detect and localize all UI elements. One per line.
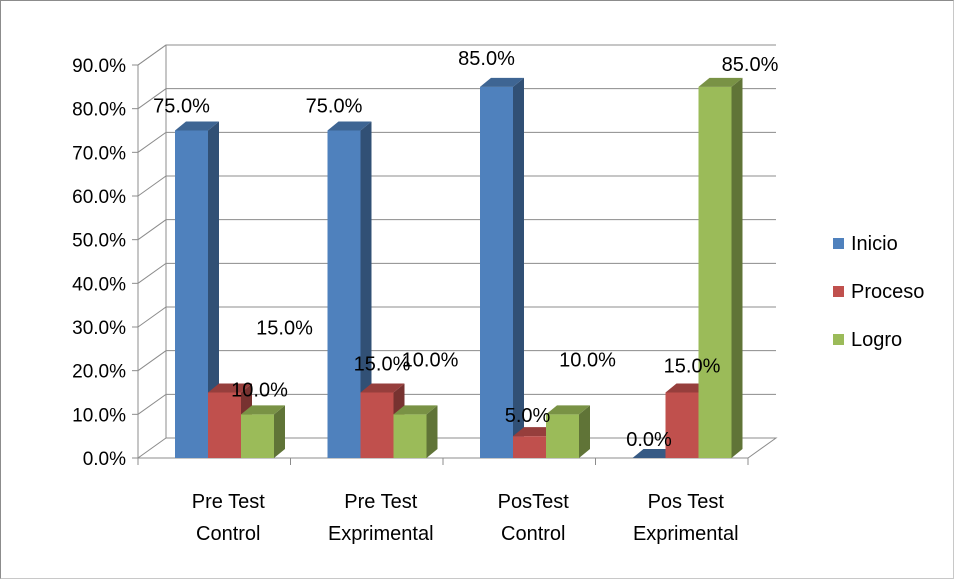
bar-top bbox=[546, 405, 590, 415]
bar-top bbox=[480, 77, 524, 87]
bar-front bbox=[241, 414, 274, 458]
y-tick-label: 80.0% bbox=[72, 100, 126, 121]
bar-side bbox=[731, 77, 743, 458]
y-tick-label: 30.0% bbox=[72, 318, 126, 339]
legend-label-inicio: Inicio bbox=[851, 233, 898, 255]
gridline bbox=[137, 306, 776, 328]
gridline bbox=[137, 44, 776, 66]
legend-swatch-proceso bbox=[833, 286, 844, 297]
legend-label-proceso: Proceso bbox=[851, 281, 924, 303]
gridline bbox=[137, 262, 776, 284]
y-tick-label: 20.0% bbox=[72, 362, 126, 383]
data-label: 10.0% bbox=[231, 379, 288, 401]
data-label: 15.0% bbox=[256, 318, 313, 340]
bar-top bbox=[393, 405, 438, 415]
bar-top bbox=[327, 121, 372, 131]
bar-side bbox=[208, 121, 219, 458]
y-tick-label: 60.0% bbox=[72, 187, 126, 208]
bar-front bbox=[327, 130, 361, 458]
bar-front bbox=[513, 436, 546, 458]
y-axis-tick-labels: 0.0% 10.0% 20.0% 30.0% 40.0% 50.0% 60.0% 70.0% 8… bbox=[72, 56, 126, 470]
bar-top bbox=[360, 383, 405, 393]
bar-side bbox=[360, 121, 372, 458]
bar-front bbox=[665, 392, 699, 458]
bar-inicio bbox=[327, 121, 372, 458]
bar-top bbox=[698, 77, 743, 87]
y-tick-label: 10.0% bbox=[72, 405, 126, 426]
data-labels: 75.0%15.0%10.0%75.0%15.0%10.0%85.0%5.0%1… bbox=[153, 48, 778, 451]
bar-front bbox=[698, 86, 732, 458]
bar-inicio bbox=[175, 121, 219, 458]
data-label: 5.0% bbox=[505, 405, 551, 427]
bar-front bbox=[480, 86, 513, 458]
gridline bbox=[137, 350, 776, 372]
bar-logro bbox=[393, 405, 438, 458]
gridline bbox=[137, 219, 776, 241]
bar-front bbox=[393, 414, 427, 458]
data-label: 75.0% bbox=[153, 96, 210, 118]
bar-logro bbox=[546, 405, 590, 458]
gridline bbox=[137, 131, 776, 153]
y-tick-label: 90.0% bbox=[72, 56, 126, 77]
bar-front bbox=[360, 392, 394, 458]
bar-top bbox=[175, 121, 219, 131]
x-axis-category-labels: Pre Test Control Pre Test Exprimental PosTes… bbox=[192, 491, 739, 545]
data-label: 75.0% bbox=[306, 96, 363, 118]
category-label: Pre Test Control bbox=[192, 491, 265, 545]
bar-side bbox=[579, 405, 590, 458]
bar-logro bbox=[698, 77, 743, 458]
legend-swatch-logro bbox=[833, 334, 844, 345]
data-label: 15.0% bbox=[664, 356, 721, 378]
data-label: 10.0% bbox=[402, 349, 459, 371]
bar-proceso bbox=[208, 383, 252, 458]
legend-swatch-inicio bbox=[833, 238, 844, 249]
category-label: Pre Test Exprimental bbox=[328, 491, 434, 545]
legend: Inicio Proceso Logro bbox=[833, 233, 924, 351]
bar-top bbox=[208, 383, 252, 393]
bars bbox=[175, 77, 743, 458]
data-label: 15.0% bbox=[354, 354, 411, 376]
gridline bbox=[137, 175, 776, 197]
category-label: Pos Test Exprimental bbox=[633, 491, 739, 545]
data-label: 85.0% bbox=[458, 48, 515, 70]
bar-top bbox=[241, 405, 285, 415]
category-label: PosTest Control bbox=[498, 491, 570, 545]
y-tick-label: 0.0% bbox=[83, 449, 126, 470]
bar-logro bbox=[241, 405, 285, 458]
y-tick-label: 70.0% bbox=[72, 143, 126, 164]
bar-side bbox=[513, 77, 524, 458]
bar-inicio bbox=[480, 77, 524, 458]
gridline bbox=[137, 393, 776, 415]
data-label: 85.0% bbox=[722, 54, 779, 76]
gridline bbox=[137, 88, 776, 110]
y-tick-label: 40.0% bbox=[72, 274, 126, 295]
data-label: 0.0% bbox=[626, 429, 672, 451]
bar-side bbox=[426, 405, 438, 458]
bar-front bbox=[208, 392, 241, 458]
data-label: 10.0% bbox=[559, 349, 616, 371]
bar-side bbox=[274, 405, 285, 458]
legend-label-logro: Logro bbox=[851, 329, 902, 351]
bar-front bbox=[546, 414, 579, 458]
bar-front bbox=[175, 130, 208, 458]
y-tick-label: 50.0% bbox=[72, 231, 126, 252]
gridlines bbox=[132, 44, 776, 465]
